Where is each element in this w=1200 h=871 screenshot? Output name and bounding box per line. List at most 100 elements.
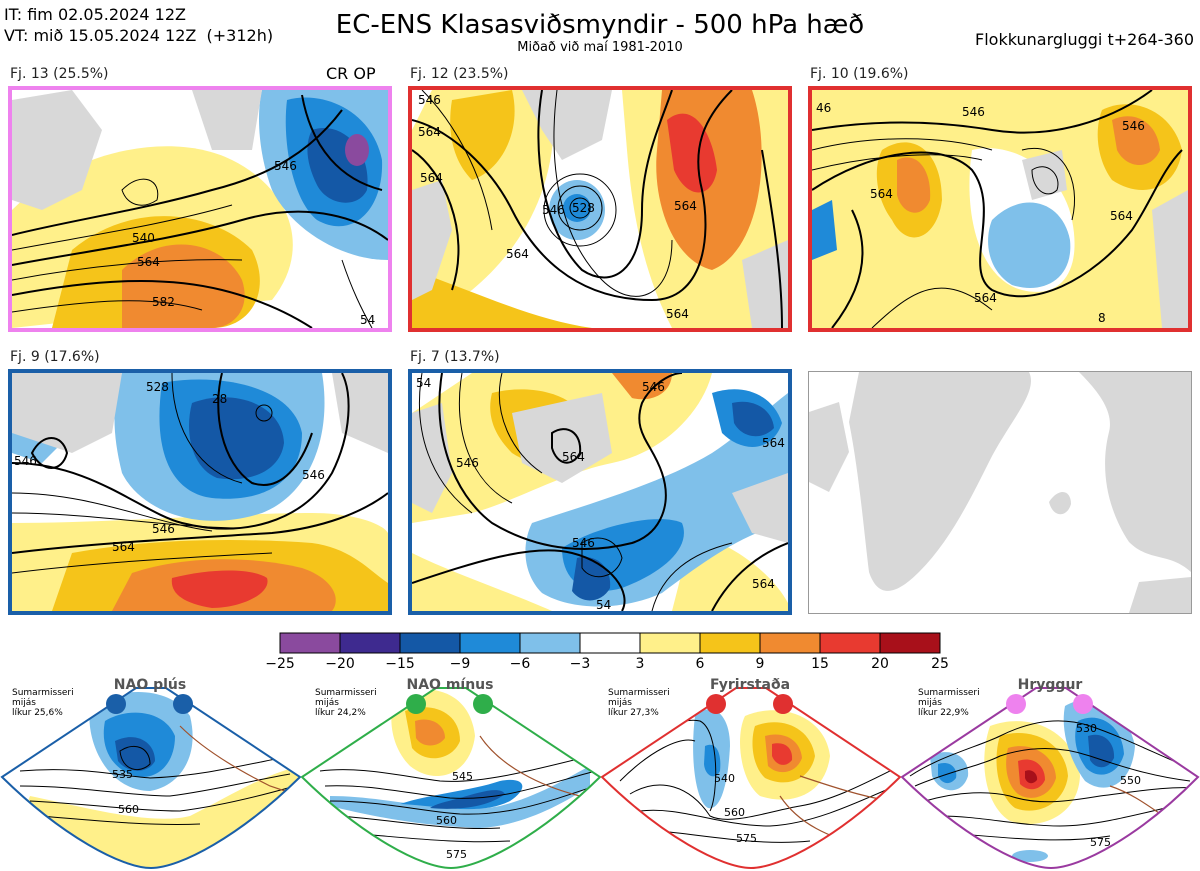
contour-label: 28 bbox=[212, 392, 227, 406]
colorbar-tick-label: 3 bbox=[635, 656, 645, 672]
regime-note: Sumarmisseri mijás líkur 25,6% bbox=[12, 688, 74, 718]
panel-label-4: Fj. 9 (17.6%) bbox=[10, 349, 100, 365]
regime-marker bbox=[473, 694, 493, 714]
colorbar-tick-label: 25 bbox=[931, 656, 949, 672]
regime-nao-plus: 535 560 NAO plús Sumarmisseri mijás líku… bbox=[0, 676, 302, 871]
regime-marker bbox=[1006, 694, 1026, 714]
regime-contour-label: 560 bbox=[118, 803, 139, 816]
contour-label: 54 bbox=[596, 598, 611, 611]
panel-label-1: Fj. 13 (25.5%) bbox=[10, 66, 109, 82]
panel-badge-crop: CR OP bbox=[326, 64, 376, 83]
contour-label: 54 bbox=[360, 313, 375, 327]
contour-label: 46 bbox=[816, 101, 831, 115]
panel-label-5: Fj. 7 (13.7%) bbox=[410, 349, 500, 365]
colorbar-tick-label: −6 bbox=[509, 656, 531, 672]
colorbar-cell bbox=[639, 632, 701, 654]
contour-label: 540 bbox=[132, 231, 155, 245]
contour-label: 546 bbox=[418, 93, 441, 107]
regime-marker bbox=[106, 694, 126, 714]
contour-label: 564 bbox=[137, 255, 160, 269]
contour-label: 564 bbox=[674, 199, 697, 213]
contour-label: 546 bbox=[962, 105, 985, 119]
regime-note: Sumarmisseri mijás líkur 27,3% bbox=[608, 688, 670, 718]
regime-ridge: 530 550 575 Hryggur Sumarmisseri mijás l… bbox=[900, 676, 1200, 871]
regime-contour-label: 560 bbox=[436, 814, 457, 827]
contour-label: 546 bbox=[302, 468, 325, 482]
regime-title: Hryggur bbox=[1017, 677, 1083, 693]
contour-label: 564 bbox=[870, 187, 893, 201]
colorbar-cell bbox=[519, 632, 581, 654]
contour-label: 564 bbox=[562, 450, 585, 464]
regime-contour-label: 530 bbox=[1076, 722, 1097, 735]
colorbar-cell bbox=[579, 632, 641, 654]
colorbar-tick-label: −25 bbox=[265, 656, 295, 672]
contour-label: 564 bbox=[974, 291, 997, 305]
contour-label: 564 bbox=[1110, 209, 1133, 223]
contour-label: 528 bbox=[146, 380, 169, 394]
regime-nao-minus: 545 560 575 NAO mínus Sumarmisseri mijás… bbox=[300, 676, 602, 871]
colorbar bbox=[279, 632, 941, 654]
regime-title: NAO mínus bbox=[406, 677, 494, 693]
contour-label: 564 bbox=[666, 307, 689, 321]
regime-marker bbox=[173, 694, 193, 714]
contour-label: 564 bbox=[762, 436, 785, 450]
cluster-map-4: 528 28 546 546 546 564 bbox=[8, 369, 392, 615]
panel-label-2: Fj. 12 (23.5%) bbox=[410, 66, 509, 82]
regime-contour-label: 575 bbox=[736, 832, 757, 845]
contour-label: 54 bbox=[416, 376, 431, 390]
regime-contour-label: 540 bbox=[714, 772, 735, 785]
regime-contour-label: 575 bbox=[446, 848, 467, 861]
header-times: IT: fim 02.05.2024 12Z VT: mið 15.05.202… bbox=[4, 4, 273, 46]
contour-label: 8 bbox=[1098, 311, 1106, 325]
cluster-map-2: 546 564 564 546 564 528 564 564 bbox=[408, 86, 792, 332]
contour-label: 582 bbox=[152, 295, 175, 309]
regime-title: NAO plús bbox=[113, 677, 187, 693]
regime-contour-label: 535 bbox=[112, 768, 133, 781]
cluster-map-1: 546 540 564 582 54 bbox=[8, 86, 392, 332]
colorbar-tick-label: −15 bbox=[385, 656, 415, 672]
colorbar-cell bbox=[699, 632, 761, 654]
colorbar-tick-label: −9 bbox=[449, 656, 471, 672]
regime-contour-label: 550 bbox=[1120, 774, 1141, 787]
regime-contour-label: 575 bbox=[1090, 836, 1111, 849]
regime-title: Fyrirstaða bbox=[709, 677, 791, 693]
colorbar-cell bbox=[879, 632, 941, 654]
colorbar-cell bbox=[459, 632, 521, 654]
cluster-map-3: 46 546 564 564 546 564 8 bbox=[808, 86, 1192, 332]
contour-label: 564 bbox=[752, 577, 775, 591]
colorbar-cell bbox=[279, 632, 341, 654]
regime-note: Sumarmisseri mijás líkur 24,2% bbox=[315, 688, 377, 718]
regime-marker bbox=[773, 694, 793, 714]
cluster-map-5: 54 564 546 546 546 564 564 54 bbox=[408, 369, 792, 615]
colorbar-tick-label: 6 bbox=[695, 656, 705, 672]
contour-label: 546 bbox=[152, 522, 175, 536]
contour-label: 564 bbox=[112, 540, 135, 554]
init-time: IT: fim 02.05.2024 12Z bbox=[4, 5, 186, 24]
regime-contour-label: 545 bbox=[452, 770, 473, 783]
regime-marker bbox=[406, 694, 426, 714]
valid-time: VT: mið 15.05.2024 12Z (+312h) bbox=[4, 26, 274, 45]
contour-label: 564 bbox=[420, 171, 443, 185]
colorbar-cell bbox=[339, 632, 401, 654]
page-title: EC-ENS Klasasviðsmyndir - 500 hPa hæð bbox=[335, 10, 865, 40]
classification-window: Flokkunargluggi t+264-360 bbox=[975, 30, 1194, 49]
contour-label: 546 bbox=[1122, 119, 1145, 133]
regime-blocking: 540 560 575 Fyrirstaða Sumarmisseri mijá… bbox=[600, 676, 902, 871]
regime-contour-label: 560 bbox=[724, 806, 745, 819]
contour-label: 564 bbox=[418, 125, 441, 139]
contour-label: 546 bbox=[642, 380, 665, 394]
contour-label: 528 bbox=[572, 201, 595, 215]
colorbar-tick-label: −20 bbox=[325, 656, 355, 672]
page-subtitle: Miðað við maí 1981-2010 bbox=[517, 40, 683, 55]
colorbar-tick-label: 15 bbox=[811, 656, 829, 672]
panel-label-3: Fj. 10 (19.6%) bbox=[810, 66, 909, 82]
empty-basemap-panel bbox=[808, 371, 1192, 614]
colorbar-cell bbox=[759, 632, 821, 654]
contour-label: 546 bbox=[456, 456, 479, 470]
contour-label: 546 bbox=[572, 536, 595, 550]
regime-note: Sumarmisseri mijás líkur 22,9% bbox=[918, 688, 980, 718]
colorbar-cell bbox=[819, 632, 881, 654]
regime-marker bbox=[706, 694, 726, 714]
contour-label: 564 bbox=[506, 247, 529, 261]
colorbar-tick-label: −3 bbox=[569, 656, 591, 672]
